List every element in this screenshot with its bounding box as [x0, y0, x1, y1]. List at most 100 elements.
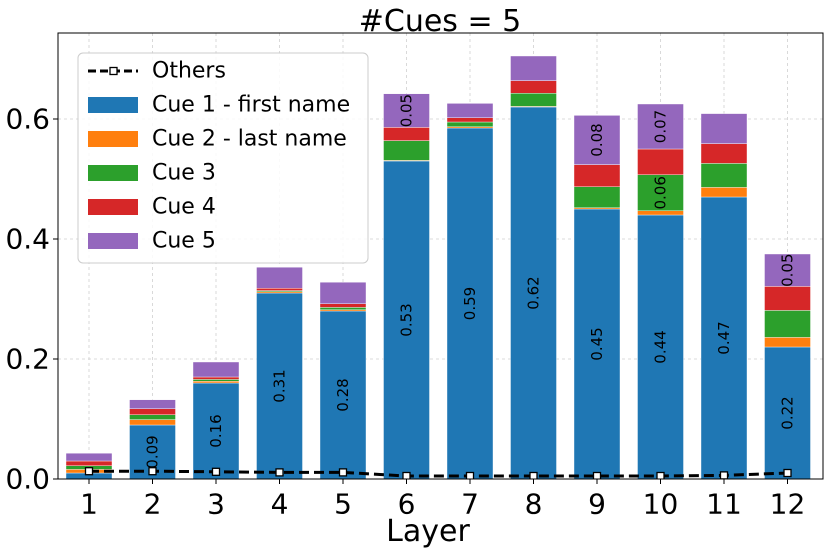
- bar-segment-cue-3-layer-8: [510, 92, 557, 107]
- legend-swatch-cue-2-last-name: [88, 131, 138, 147]
- bar-segment-cue-1-first-name-layer-11: [700, 196, 748, 479]
- others-point-5: [338, 468, 348, 477]
- bar-value-label-7: 0.45: [588, 327, 606, 360]
- legend-swatch-cue-1-first-name: [88, 97, 138, 113]
- bar-segment-cue-3-layer-11: [700, 163, 748, 188]
- bar-segment-cue-4-layer-8: [510, 80, 557, 94]
- bar-segment-cue-1-first-name-layer-6: [383, 160, 430, 479]
- bar-segment-cue-3-layer-5: [319, 307, 367, 310]
- others-point-11: [719, 471, 729, 479]
- x-tick-label-6: 6: [398, 488, 416, 521]
- bar-value-label-12: 0.08: [588, 123, 606, 156]
- bar-segment-cue-5-layer-9: [573, 115, 621, 165]
- bar-value-label-4: 0.53: [398, 303, 416, 336]
- bar-segment-cue-2-last-name-layer-2: [129, 419, 176, 426]
- bar-value-label-15: 0.06: [652, 176, 670, 209]
- bar-segment-cue-1-first-name-layer-7: [446, 127, 494, 479]
- x-tick-label-5: 5: [334, 488, 352, 521]
- bar-value-label-2: 0.31: [271, 369, 289, 402]
- bar-segment-cue-4-layer-9: [573, 164, 621, 188]
- others-point-12: [783, 468, 792, 478]
- bar-segment-cue-4-layer-4: [256, 288, 303, 291]
- others-point-9: [592, 471, 602, 479]
- bar-segment-cue-5-layer-4: [256, 267, 303, 289]
- legend-label-cue-1-first-name: Cue 1 - first name: [152, 93, 350, 118]
- bars-layer: [65, 55, 811, 479]
- legend-label-others: Others: [152, 59, 226, 84]
- others-point-3: [211, 467, 221, 476]
- bar-value-label-13: 0.07: [652, 110, 670, 143]
- legend-swatch-cue-3: [88, 165, 138, 181]
- bar-value-label-6: 0.62: [525, 276, 543, 309]
- bar-segment-cue-1-first-name-layer-4: [256, 292, 303, 479]
- x-tick-label-1: 1: [80, 488, 98, 521]
- bar-segment-cue-2-last-name-layer-3: [192, 381, 240, 384]
- bar-segment-cue-4-layer-1: [65, 460, 113, 467]
- bar-labels-layer: 0.09 0.16 0.31 0.28 0.53 0.59 0.62 0.45 0.44 0.47…: [144, 94, 797, 469]
- axes-frame: [57, 32, 824, 480]
- legend-label-cue-5: Cue 5: [152, 229, 216, 254]
- bar-segment-cue-1-first-name-layer-12: [764, 346, 811, 479]
- x-tick-label-11: 11: [706, 488, 742, 521]
- bar-segment-cue-5-layer-10: [637, 103, 684, 150]
- bar-segment-cue-1-first-name-layer-3: [192, 382, 240, 479]
- bar-value-label-8: 0.44: [652, 330, 670, 363]
- line-layer: [84, 467, 792, 479]
- x-tick-label-2: 2: [144, 488, 162, 521]
- others-point-10: [656, 471, 665, 479]
- x-tick-label-12: 12: [770, 488, 806, 521]
- x-tick-label-8: 8: [525, 488, 543, 521]
- others-point-6: [402, 471, 411, 479]
- bar-value-label-3: 0.28: [334, 378, 352, 411]
- bar-segment-cue-2-last-name-layer-10: [637, 210, 684, 216]
- x-tick-label-3: 3: [207, 488, 225, 521]
- bar-segment-cue-5-layer-2: [129, 399, 176, 409]
- y-tick-label-0: 0.0: [5, 463, 50, 496]
- bar-value-label-14: 0.05: [779, 253, 797, 286]
- bar-segment-cue-3-layer-9: [573, 186, 621, 209]
- bar-segment-cue-3-layer-7: [446, 121, 494, 128]
- y-tick-label-1: 0.2: [5, 343, 50, 376]
- legend-swatch-cue-5: [88, 233, 138, 249]
- y-tick-label-3: 0.6: [5, 103, 50, 136]
- bar-segment-cue-5-layer-3: [192, 361, 240, 378]
- bar-segment-cue-4-layer-5: [319, 303, 367, 308]
- others-line: [89, 469, 788, 478]
- chart-title: #Cues = 5: [359, 4, 521, 39]
- bar-segment-cue-5-layer-12: [764, 253, 811, 287]
- others-point-1: [84, 467, 94, 476]
- bar-segment-cue-3-layer-3: [192, 379, 240, 382]
- bar-segment-cue-4-layer-12: [764, 286, 811, 311]
- x-axis-label: Layer: [386, 514, 470, 549]
- bar-value-label-1: 0.16: [207, 414, 225, 447]
- bar-segment-cue-5-layer-5: [319, 282, 367, 305]
- bar-segment-cue-4-layer-2: [129, 408, 176, 415]
- legend-swatch-cue-4: [88, 199, 138, 215]
- bar-segment-cue-4-layer-6: [383, 127, 430, 141]
- bar-segment-cue-4-layer-11: [700, 143, 748, 164]
- bar-segment-cue-3-layer-2: [129, 414, 176, 420]
- x-tick-label-9: 9: [588, 488, 606, 521]
- bar-segment-cue-3-layer-12: [764, 310, 811, 338]
- bar-segment-cue-4-layer-10: [637, 148, 684, 175]
- others-point-4: [275, 468, 284, 477]
- y-tick-label-2: 0.4: [5, 223, 50, 256]
- x-tick-label-7: 7: [461, 488, 479, 521]
- legend-label-cue-3: Cue 3: [152, 161, 216, 186]
- bar-segment-cue-5-layer-7: [446, 103, 494, 119]
- bar-segment-cue-1-first-name-layer-10: [637, 214, 684, 479]
- bar-segment-cue-2-last-name-layer-12: [764, 337, 811, 348]
- bar-value-label-10: 0.22: [779, 396, 797, 429]
- others-point-2: [148, 467, 157, 476]
- legend-label-cue-2-last-name: Cue 2 - last name: [152, 127, 347, 152]
- axes-layer: 0.00.20.40.61 2 3 4 5 6 7 8 9 10 11 12: [5, 32, 824, 521]
- bar-segment-cue-5-layer-6: [383, 93, 430, 128]
- bar-segment-cue-4-layer-7: [446, 117, 494, 123]
- bar-segment-cue-4-layer-3: [192, 376, 240, 380]
- bar-segment-cue-1-first-name-layer-5: [319, 310, 367, 479]
- x-tick-label-10: 10: [643, 488, 679, 521]
- bar-segment-cue-5-layer-1: [65, 453, 113, 462]
- bar-segment-cue-5-layer-8: [510, 55, 557, 81]
